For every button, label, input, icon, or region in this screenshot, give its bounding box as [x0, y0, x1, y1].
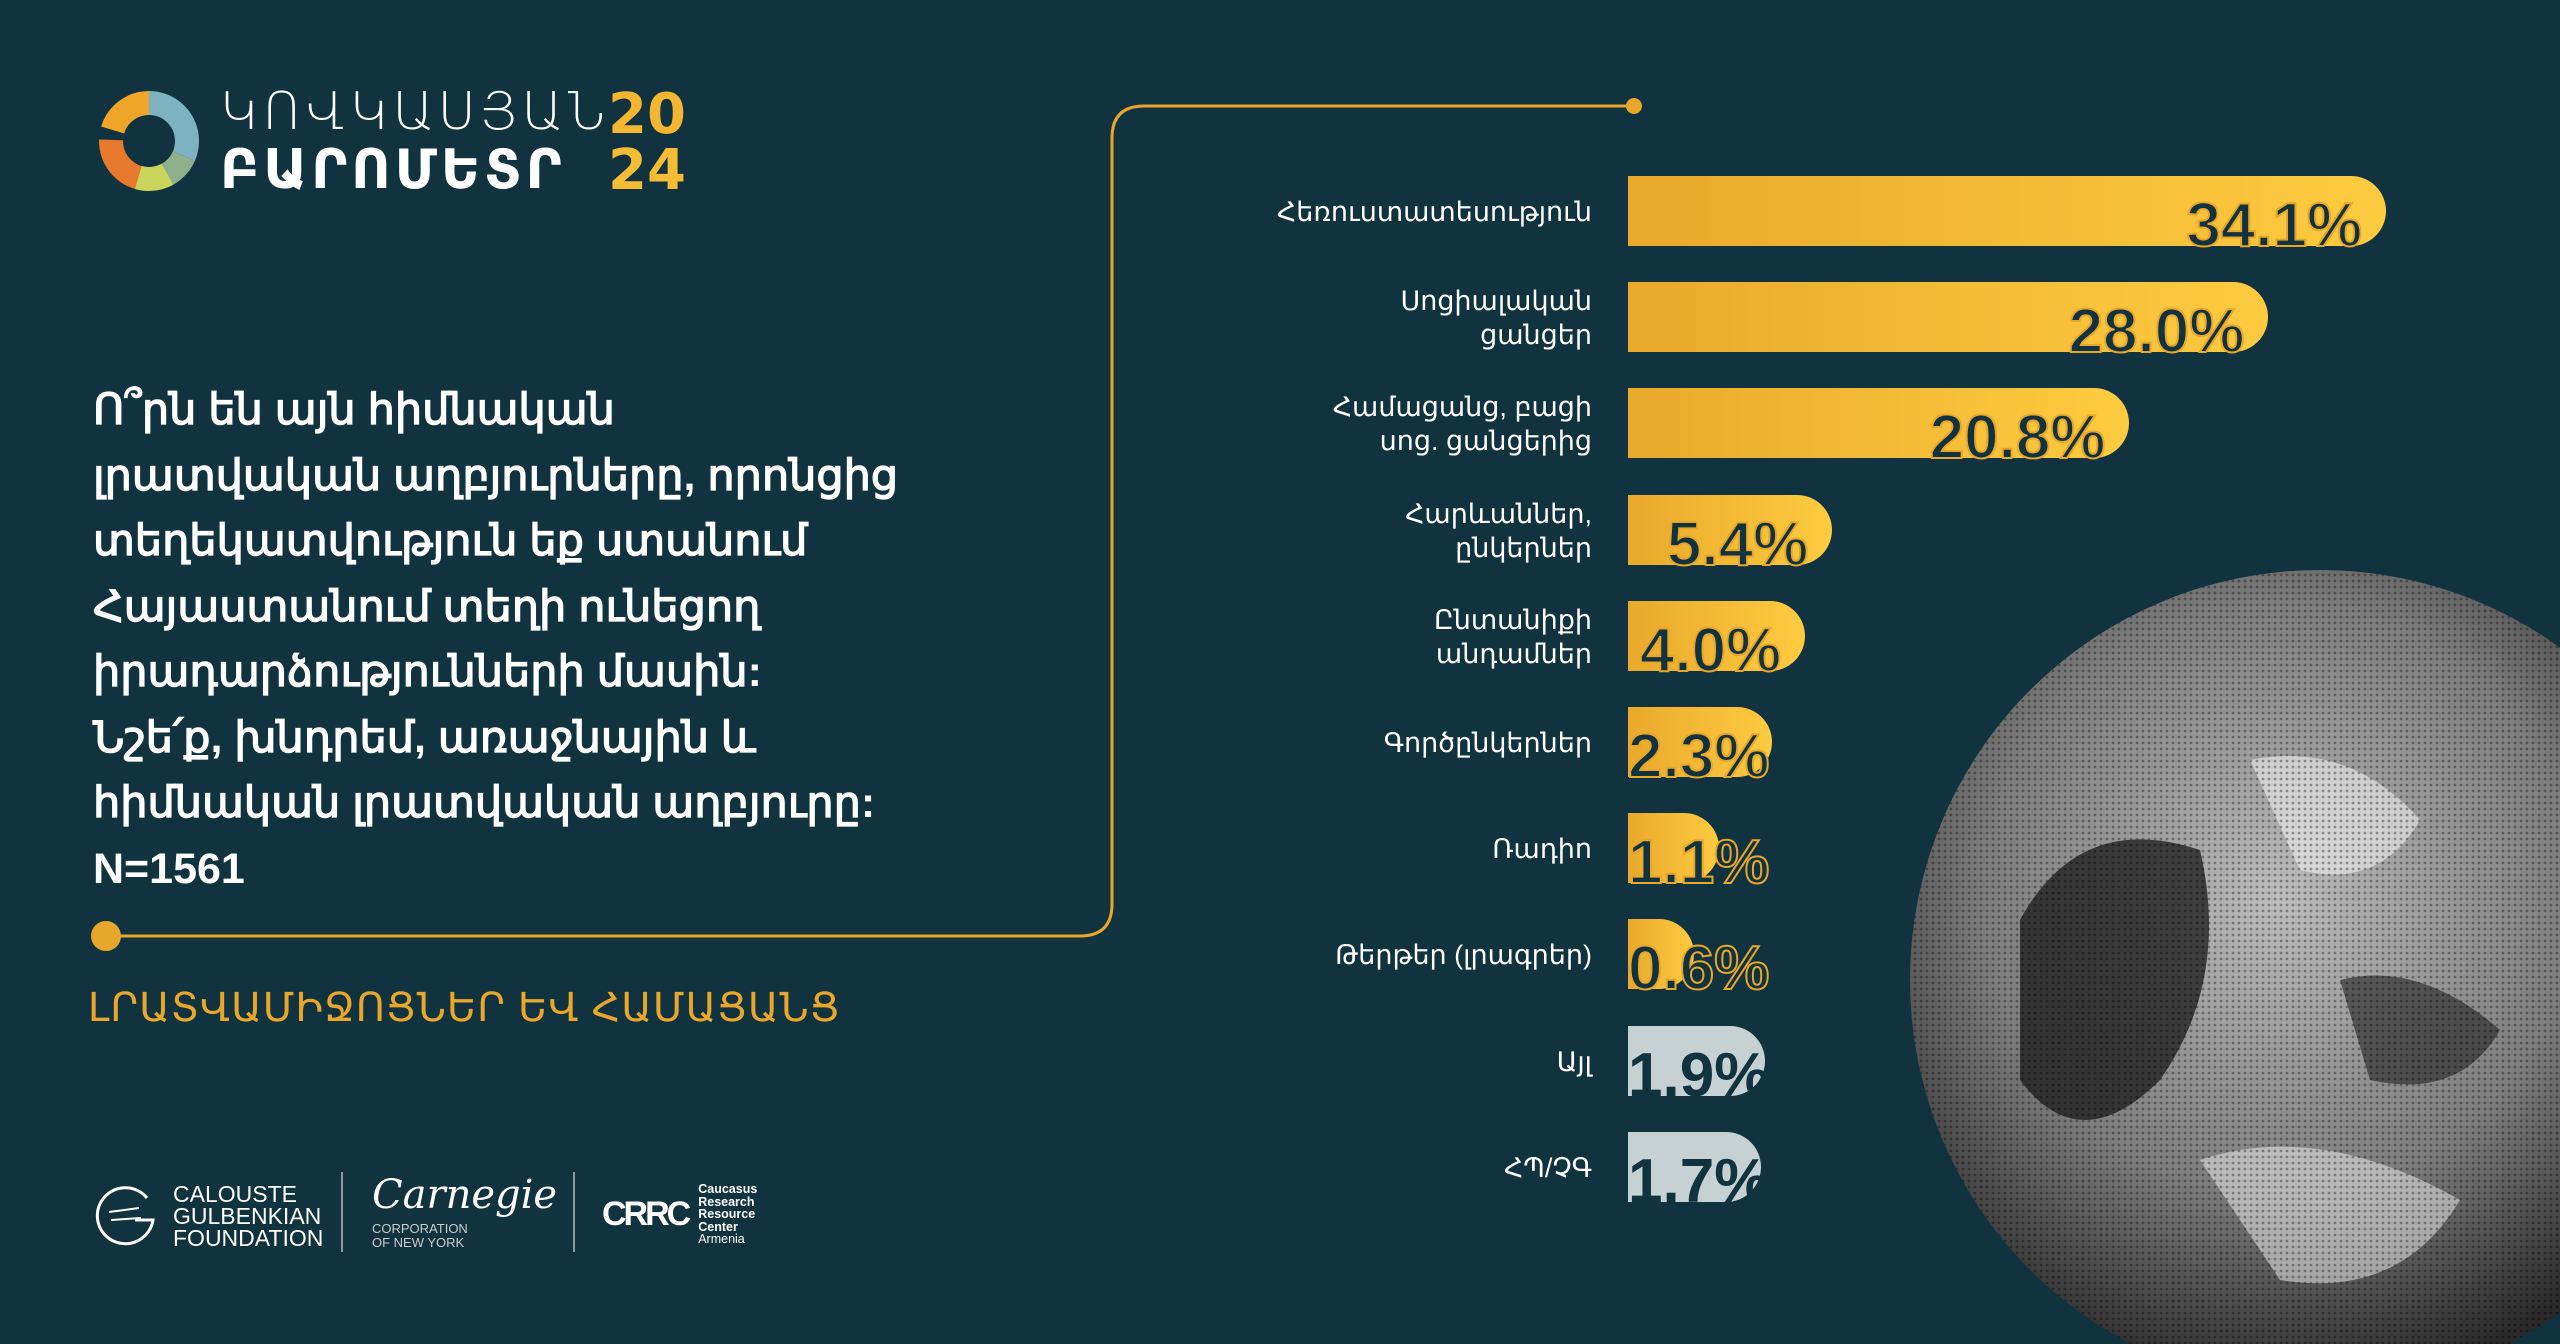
value-label: 1.1% [1628, 827, 1770, 886]
carnegie-line1: CORPORATION [372, 1221, 468, 1236]
bar [1628, 176, 2387, 246]
chart-row: Համացանց, բացի սոց. ցանցերից 20.8% [0, 388, 2560, 460]
value-label: 28.0% [2068, 296, 2245, 355]
logo-year-top: 20 [608, 82, 686, 147]
value-label: 34.1% [2186, 190, 2363, 248]
category-label: Համացանց, բացի սոց. ցանցերից [1332, 392, 1592, 457]
category-label: Հարևաններ, ընկերներ [1405, 498, 1592, 563]
bar [1628, 1025, 1765, 1096]
chart-row: Թերթեր (լրագրեր) 0.6% [0, 919, 2560, 991]
value-label: 20.8% [1929, 402, 2106, 461]
bar [1628, 600, 1806, 671]
bar [1628, 707, 1773, 777]
logo-donut-icon [99, 91, 199, 191]
carnegie-logo: Carnegie CORPORATION OF NEW YORK [372, 1172, 557, 1250]
crrc-logo: CRRC Caucasus Research Resource Center A… [602, 1183, 757, 1246]
logo-title-line1: ԿՈՎԿԱՍՅԱՆ [220, 82, 611, 142]
chart-row: Ռադիո 1.1% [0, 813, 2560, 885]
value-label: 4.0% [1639, 615, 1782, 673]
footer-divider [573, 1172, 575, 1252]
survey-question: Ո՞րն են այն հիմնական լրատվական աղբյուրնե… [93, 386, 899, 893]
logo-year-bottom: 24 [608, 138, 686, 203]
crrc-line1: Caucasus [698, 1182, 758, 1196]
chart-row: Այլ 1.9% [0, 1025, 2560, 1098]
chart-row: Սոցիալական ցանցեր 28.0% [0, 282, 2560, 354]
globe-image [1910, 570, 2560, 1344]
logo-title-line2: ԲԱՐՈՄԵՏՐ [220, 138, 566, 201]
crrc-line5: Armenia [698, 1232, 745, 1246]
value-label: 1.7% [1628, 1146, 1770, 1204]
frame-dot-start [91, 921, 121, 951]
bar [1628, 282, 2269, 353]
carnegie-signature: Carnegie [372, 1172, 558, 1218]
crrc-line2: Research [698, 1194, 755, 1209]
category-label: ՀՊ/ՉԳ [1503, 1152, 1592, 1183]
footer-divider [341, 1172, 343, 1252]
category-label: Ռադիո [1492, 834, 1592, 865]
value-label: 2.3% [1628, 721, 1770, 779]
crrc-line4: Center [698, 1219, 738, 1234]
value-label: 5.4% [1666, 509, 1809, 567]
chart-row: Հարևաններ, ընկերներ 5.4% [0, 494, 2560, 567]
gulbenkian-logo: CALOUSTE GULBENKIAN FOUNDATION [95, 1181, 324, 1251]
gulbenkian-line1: CALOUSTE [173, 1181, 297, 1207]
value-label: 1.9% [1628, 1040, 1770, 1098]
bar [1628, 813, 1719, 884]
gulbenkian-emblem-icon [95, 1186, 155, 1246]
gulbenkian-line2: GULBENKIAN [173, 1203, 322, 1229]
category-label: Թերթեր (լրագրեր) [1335, 940, 1592, 971]
bar [1628, 919, 1694, 990]
category-label: Այլ [1556, 1046, 1592, 1077]
frame-dot-end [1626, 98, 1642, 114]
chart-row: Ընտանիքի անդամներ 4.0% [0, 600, 2560, 673]
bar [1628, 388, 2130, 459]
crrc-line3: Resource [698, 1207, 756, 1221]
carnegie-line2: OF NEW YORK [372, 1235, 465, 1250]
bar [1628, 1131, 1761, 1202]
value-label: 0.6% [1628, 933, 1770, 992]
chart-row: Գործընկերներ 2.3% [0, 707, 2560, 779]
bar [1628, 494, 1833, 565]
category-label: Սոցիալական ցանցեր [1400, 286, 1592, 351]
chart-row: ՀՊ/ՉԳ 1.7% [0, 1131, 2560, 1204]
gulbenkian-line3: FOUNDATION [173, 1225, 324, 1251]
category-label: Գործընկերներ [1383, 728, 1592, 758]
logo [97, 89, 201, 197]
category-label: Հեռուստատեսություն [1276, 197, 1592, 227]
crrc-mark: CRRC [602, 1194, 691, 1233]
chart-row: Հեռուստատեսություն 34.1% [0, 176, 2560, 248]
category-label: Ընտանիքի անդամներ [1434, 604, 1592, 669]
section-heading: ԼՐԱՏՎԱՄԻՋՈՑՆԵՐ ԵՎ ՀԱՄԱՑԱՆՑ [88, 986, 841, 1030]
